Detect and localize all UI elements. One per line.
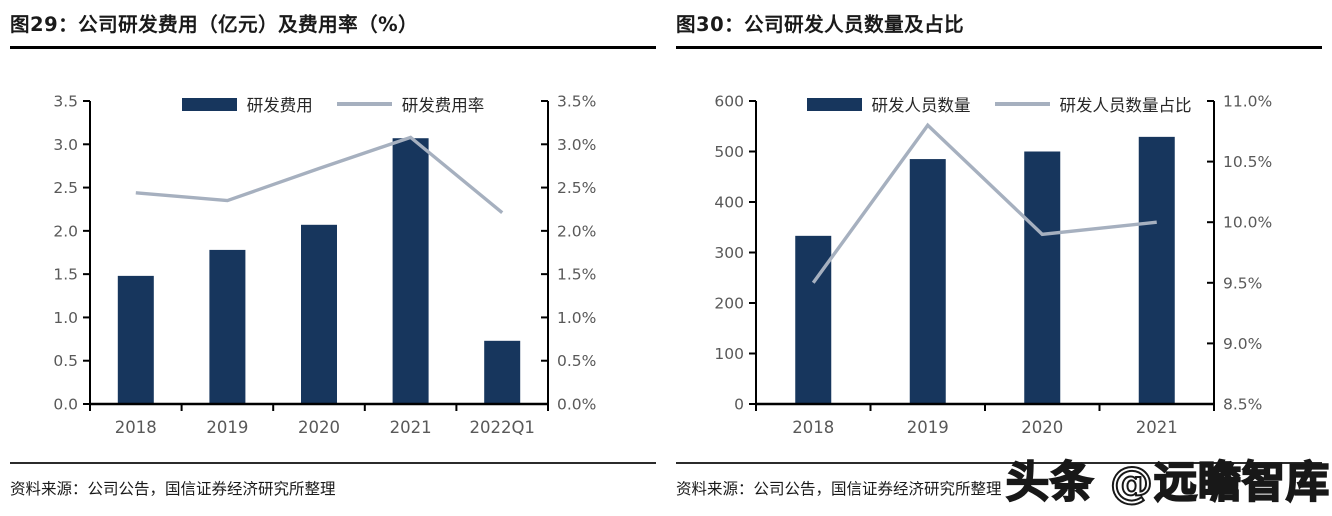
chart-title-right: 图30：公司研发人员数量及占比 (676, 8, 1322, 49)
svg-text:2.0: 2.0 (53, 222, 78, 240)
svg-text:8.5%: 8.5% (1223, 396, 1262, 414)
svg-text:3.0: 3.0 (53, 136, 78, 154)
legend-right: 研发人员数量 研发人员数量占比 (666, 92, 1332, 116)
chart-canvas-left: 0.0 0.5 1.0 1.5 2.0 2.5 3.0 3.5 0.0% 0.5% 1.0% 1.5%… (53, 93, 596, 438)
svg-text:2018: 2018 (792, 418, 834, 437)
legend-line-swatch (994, 102, 1050, 106)
source-note-left: 资料来源：公司公告，国信证券经济研究所整理 (10, 462, 656, 499)
panel-left: 图29：公司研发费用（亿元）及费用率（%） 0.0 0.5 1.0 1.5 2.0 2.5… (0, 0, 666, 499)
legend-bar-swatch (806, 97, 862, 111)
svg-text:2.0%: 2.0% (557, 222, 596, 240)
svg-text:3.5: 3.5 (53, 93, 78, 111)
svg-text:2020: 2020 (298, 418, 340, 437)
svg-text:2018: 2018 (115, 418, 157, 437)
svg-text:0.0: 0.0 (53, 396, 78, 414)
svg-text:500: 500 (714, 143, 744, 161)
svg-text:300: 300 (714, 244, 744, 262)
svg-text:2019: 2019 (206, 418, 248, 437)
svg-text:1.5%: 1.5% (557, 266, 596, 284)
svg-text:2021: 2021 (390, 418, 432, 437)
legend-bar-label: 研发人员数量 (871, 96, 971, 115)
svg-text:3.5%: 3.5% (557, 93, 596, 111)
legend-line-label: 研发人员数量占比 (1059, 96, 1192, 115)
svg-text:2.5%: 2.5% (557, 179, 596, 197)
panel-right: 图30：公司研发人员数量及占比 0 100 200 300 400 500 600 8.5% 9… (666, 0, 1332, 516)
svg-text:2022Q1: 2022Q1 (469, 418, 534, 437)
svg-text:0.5: 0.5 (53, 352, 78, 370)
legend-bar-swatch (181, 97, 237, 111)
svg-text:10.0%: 10.0% (1223, 214, 1272, 232)
svg-text:0.0%: 0.0% (557, 396, 596, 414)
svg-text:11.0%: 11.0% (1223, 93, 1272, 111)
svg-text:9.0%: 9.0% (1223, 335, 1262, 353)
svg-text:2.5: 2.5 (53, 179, 78, 197)
svg-text:2021: 2021 (1136, 418, 1178, 437)
svg-text:1.0: 1.0 (53, 309, 78, 327)
chart-area-left: 0.0 0.5 1.0 1.5 2.0 2.5 3.0 3.5 0.0% 0.5% 1.0% 1.5%… (0, 0, 666, 460)
svg-text:400: 400 (714, 194, 744, 212)
source-note-right: 资料来源：公司公告，国信证券经济研究所整理 (676, 462, 1322, 499)
svg-text:0.5%: 0.5% (557, 352, 596, 370)
svg-text:10.5%: 10.5% (1223, 153, 1272, 171)
svg-text:0: 0 (734, 396, 744, 414)
legend-left: 研发费用 研发费用率 (0, 92, 666, 116)
svg-text:200: 200 (714, 295, 744, 313)
svg-text:100: 100 (714, 345, 744, 363)
chart-title-left: 图29：公司研发费用（亿元）及费用率（%） (10, 8, 656, 49)
svg-text:2020: 2020 (1021, 418, 1063, 437)
svg-text:1.0%: 1.0% (557, 309, 596, 327)
watermark: 头条 @远瞻智库 (1005, 457, 1330, 509)
chart-area-right: 0 100 200 300 400 500 600 8.5% 9.0% 9.5% 10.0% 10.5… (666, 0, 1332, 460)
legend-bar-label: 研发费用 (246, 96, 313, 115)
svg-text:2019: 2019 (907, 418, 949, 437)
legend-line-label: 研发费用率 (401, 96, 485, 115)
svg-text:9.5%: 9.5% (1223, 274, 1262, 292)
svg-text:3.0%: 3.0% (557, 136, 596, 154)
svg-text:600: 600 (714, 93, 744, 111)
svg-text:1.5: 1.5 (53, 266, 78, 284)
chart-canvas-right: 0 100 200 300 400 500 600 8.5% 9.0% 9.5% 10.0% 10.5… (714, 93, 1272, 438)
legend-line-swatch (336, 102, 392, 106)
